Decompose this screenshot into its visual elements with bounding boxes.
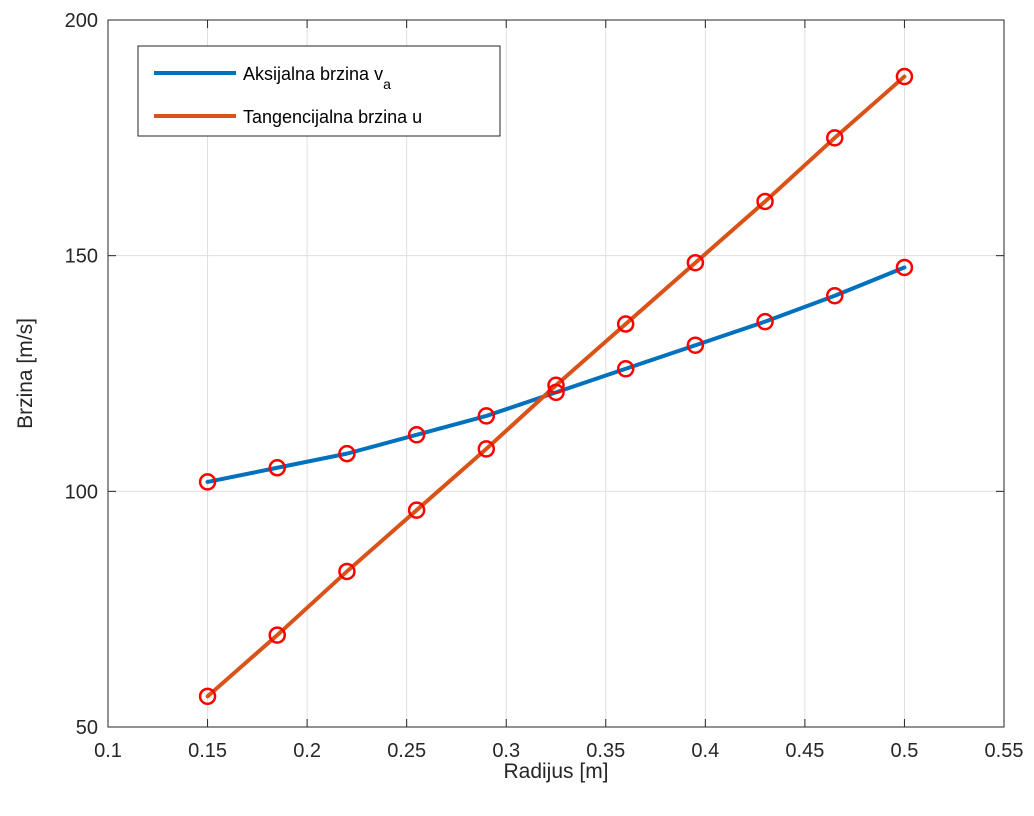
data-point-marker [407, 426, 426, 444]
legend-box [137, 45, 501, 137]
x-axis-label: Radijus [m] [503, 760, 608, 783]
y-axis-label: Brzina [m/s] [14, 318, 37, 429]
y-tick-label: 200 [65, 10, 98, 32]
legend-label-aksijalna: Aksijalna brzina v [243, 64, 383, 84]
y-tick-label: 50 [76, 717, 98, 739]
y-tick-label: 100 [65, 481, 98, 503]
data-point-marker [477, 440, 496, 458]
data-point-marker [686, 336, 705, 354]
data-point-marker [616, 315, 635, 333]
y-tick-label: 150 [65, 246, 98, 268]
data-point-marker [756, 192, 774, 211]
x-tick-label: 0.4 [691, 740, 719, 762]
data-point-marker [826, 129, 844, 147]
x-tick-label: 0.45 [785, 740, 824, 762]
data-point-marker [477, 407, 496, 425]
x-tick-label: 0.3 [492, 740, 520, 762]
x-tick-label: 0.5 [891, 740, 919, 762]
ticks: 0.1 0.15 0.2 0.25 0.3 0.35 0.4 0.45 0.5 0.55 50 100… [65, 10, 1024, 762]
data-markers [198, 67, 914, 706]
data-point-marker [756, 312, 774, 331]
data-point-marker [338, 444, 356, 463]
x-tick-label: 0.2 [293, 740, 321, 762]
plot-area [108, 20, 1004, 727]
x-tick-label: 0.15 [188, 740, 227, 762]
data-point-marker [547, 383, 565, 402]
legend: Aksijalna brzina va Tangencijalna brzina… [137, 45, 501, 137]
data-point-marker [198, 687, 217, 706]
data-point-marker [198, 473, 217, 491]
data-point-marker [268, 459, 286, 477]
axes-box [107, 19, 1005, 728]
legend-label-tangencijalna: Tangencijalna brzina u [243, 107, 422, 127]
legend-label-aksijalna-subscript: a [383, 76, 391, 92]
data-point-marker [268, 626, 286, 644]
data-point-marker [338, 562, 356, 581]
x-tick-label: 0.25 [387, 740, 426, 762]
data-point-marker [826, 286, 844, 305]
data-point-marker [616, 360, 635, 378]
data-point-marker [895, 67, 914, 86]
x-tick-label: 0.1 [94, 740, 122, 762]
data-point-marker [686, 253, 705, 272]
x-tick-label: 0.55 [985, 740, 1024, 762]
x-tick-label: 0.35 [586, 740, 625, 762]
data-point-marker [547, 376, 565, 395]
legend-entry-aksijalna: Aksijalna brzina va [243, 64, 391, 92]
data-point-marker [895, 258, 914, 277]
data-point-marker [407, 501, 426, 519]
